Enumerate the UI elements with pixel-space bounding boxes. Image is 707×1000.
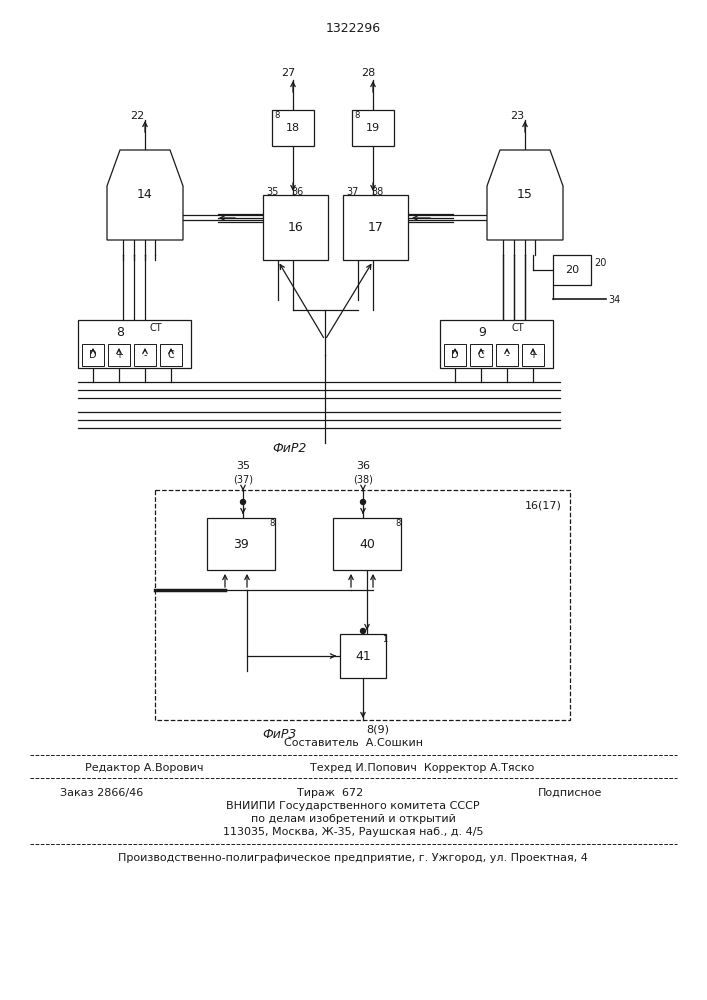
- Text: +: +: [529, 350, 537, 360]
- Bar: [553, 255, 591, 285]
- Bar: [444, 344, 466, 366]
- Text: Тираж  672: Тираж 672: [297, 788, 363, 798]
- Bar: [340, 634, 386, 678]
- Bar: [470, 344, 492, 366]
- Text: 15: 15: [517, 188, 533, 202]
- Polygon shape: [107, 150, 183, 240]
- Circle shape: [361, 629, 366, 634]
- Bar: [522, 344, 544, 366]
- Text: Заказ 2866/46: Заказ 2866/46: [60, 788, 144, 798]
- Text: 22: 22: [130, 111, 144, 121]
- Bar: [272, 110, 314, 146]
- Text: 27: 27: [281, 68, 296, 78]
- Bar: [440, 320, 553, 368]
- Text: 35: 35: [236, 461, 250, 471]
- Bar: [82, 344, 104, 366]
- Text: 36: 36: [356, 461, 370, 471]
- Polygon shape: [487, 150, 563, 240]
- Bar: [496, 344, 518, 366]
- Text: 23: 23: [510, 111, 524, 121]
- Text: D: D: [89, 350, 97, 360]
- Bar: [263, 195, 328, 260]
- Text: 40: 40: [359, 538, 375, 550]
- Text: 8: 8: [395, 518, 400, 528]
- Bar: [352, 110, 394, 146]
- Text: СТ: СТ: [512, 323, 525, 333]
- Text: 20: 20: [565, 265, 579, 275]
- Text: 34: 34: [608, 295, 620, 305]
- Bar: [160, 344, 182, 366]
- Text: Подписное: Подписное: [538, 788, 602, 798]
- Text: 16(17): 16(17): [525, 501, 562, 511]
- Text: 35: 35: [266, 187, 279, 197]
- Text: 38: 38: [371, 187, 383, 197]
- Text: 37: 37: [346, 187, 358, 197]
- Text: 1: 1: [382, 635, 387, 644]
- Text: Составитель  А.Сошкин: Составитель А.Сошкин: [284, 738, 423, 748]
- Text: D: D: [451, 350, 459, 360]
- Text: C: C: [478, 350, 484, 360]
- Text: 18: 18: [286, 123, 300, 133]
- Text: 14: 14: [137, 188, 153, 202]
- Text: 17: 17: [368, 221, 383, 234]
- Text: Производственно-полиграфическое предприятие, г. Ужгород, ул. Проектная, 4: Производственно-полиграфическое предприя…: [118, 853, 588, 863]
- Text: СТ: СТ: [150, 323, 163, 333]
- Text: ФиР3: ФиР3: [263, 728, 297, 742]
- Text: 36: 36: [291, 187, 303, 197]
- Text: (38): (38): [353, 474, 373, 484]
- Bar: [78, 320, 191, 368]
- Text: 19: 19: [366, 123, 380, 133]
- Circle shape: [240, 499, 245, 504]
- Text: Техред И.Попович  Корректор А.Тяско: Техред И.Попович Корректор А.Тяско: [310, 763, 534, 773]
- Bar: [333, 518, 401, 570]
- Text: 8: 8: [274, 110, 279, 119]
- Text: +: +: [115, 350, 123, 360]
- Text: (37): (37): [233, 474, 253, 484]
- Text: 1322296: 1322296: [325, 21, 380, 34]
- Text: -: -: [144, 350, 147, 360]
- Bar: [343, 195, 408, 260]
- Circle shape: [361, 499, 366, 504]
- Text: 39: 39: [233, 538, 249, 550]
- Text: C: C: [168, 350, 175, 360]
- Text: 28: 28: [361, 68, 375, 78]
- Text: 8: 8: [116, 326, 124, 338]
- Bar: [155, 490, 570, 720]
- Text: 8(9): 8(9): [366, 725, 389, 735]
- Text: 16: 16: [288, 221, 303, 234]
- Text: Редактор А.Ворович: Редактор А.Ворович: [85, 763, 204, 773]
- Bar: [108, 344, 130, 366]
- Text: -: -: [506, 350, 509, 360]
- Text: 9: 9: [478, 326, 486, 338]
- Text: 41: 41: [355, 650, 371, 662]
- Bar: [207, 518, 275, 570]
- Text: ФиР2: ФиР2: [273, 442, 307, 454]
- Text: ВНИИПИ Государственного комитета СССР: ВНИИПИ Государственного комитета СССР: [226, 801, 480, 811]
- Text: 20: 20: [594, 258, 607, 268]
- Text: 8: 8: [354, 110, 359, 119]
- Text: по делам изобретений и открытий: по делам изобретений и открытий: [250, 814, 455, 824]
- Text: 113035, Москва, Ж-35, Раушская наб., д. 4/5: 113035, Москва, Ж-35, Раушская наб., д. …: [223, 827, 484, 837]
- Text: 8: 8: [269, 518, 274, 528]
- Bar: [134, 344, 156, 366]
